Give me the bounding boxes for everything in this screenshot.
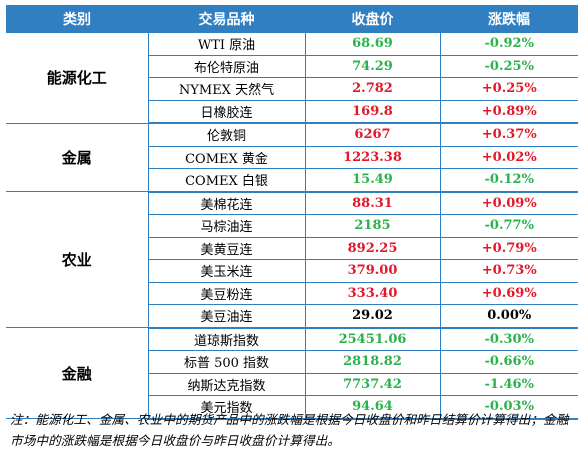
change-pct-cell: 0.00%: [439, 304, 578, 329]
category-cell: 金属: [6, 123, 148, 192]
header-category: 类别: [6, 5, 148, 33]
change-pct-cell: +0.25%: [439, 77, 578, 101]
table-row: 纳斯达克指数 7737.42 -1.46%: [6, 373, 578, 396]
product-name-cell: 标普 500 指数: [147, 350, 305, 374]
change-pct-cell: +0.89%: [439, 100, 578, 124]
product-name-cell: 马棕油连: [147, 214, 305, 238]
header-product: 交易品种: [148, 5, 305, 33]
table-row: 马棕油连 2185 -0.77%: [6, 214, 578, 238]
change-pct-cell: -0.30%: [439, 327, 578, 351]
category-cell: 能源化工: [6, 33, 148, 124]
table-row: 布伦特原油 74.29 -0.25%: [6, 55, 578, 78]
table-row: 美豆粉连 333.40 +0.69%: [6, 282, 578, 305]
product-name-cell: 布伦特原油: [147, 55, 305, 78]
change-pct-cell: +0.09%: [439, 191, 578, 215]
table-row: 日橡胶连 169.8 +0.89%: [6, 100, 578, 124]
product-name-cell: 美棉花连: [147, 191, 305, 215]
category-cell: 金融: [6, 327, 148, 419]
close-price-cell: 169.8: [304, 100, 440, 124]
close-price-cell: 2818.82: [304, 350, 440, 374]
table-row: 标普 500 指数 2818.82 -0.66%: [6, 350, 578, 374]
footnote: 注：能源化工、金属、农业中的期货产品中的涨跌幅是根据今日收盘价和昨日结算价计算得…: [10, 412, 569, 448]
change-pct-cell: +0.73%: [439, 259, 578, 283]
product-name-cell: 美豆油连: [147, 304, 305, 329]
close-price-cell: 2.782: [304, 77, 440, 101]
product-name-cell: 道琼斯指数: [147, 327, 305, 351]
product-name-cell: 纳斯达克指数: [147, 373, 305, 396]
close-price-cell: 333.40: [304, 282, 440, 305]
table-row: 美豆油连 29.02 0.00%: [6, 304, 578, 329]
table-row: NYMEX 天然气 2.782 +0.25%: [6, 77, 578, 101]
change-pct-cell: -0.25%: [439, 55, 578, 78]
close-price-cell: 68.69: [304, 33, 440, 56]
product-name-cell: 伦敦铜: [147, 123, 305, 147]
change-pct-cell: -0.66%: [439, 350, 578, 374]
header-change-pct: 涨跌幅: [440, 5, 578, 33]
category-cell: 农业: [6, 191, 148, 328]
close-price-cell: 7737.42: [304, 373, 440, 396]
market-quotes-table: 类别 交易品种 收盘价 涨跌幅 能源化工 WTI 原油 68.69 -0.92% 布伦特…: [6, 5, 578, 420]
product-name-cell: 美元指数: [147, 395, 305, 420]
change-pct-cell: +0.37%: [439, 123, 578, 147]
change-pct-cell: -0.92%: [439, 33, 578, 56]
close-price-cell: 2185: [304, 214, 440, 238]
change-pct-cell: +0.02%: [439, 146, 578, 169]
change-pct-cell: +0.79%: [439, 237, 578, 260]
close-price-cell: 94.64: [304, 395, 440, 420]
product-name-cell: 美黄豆连: [147, 237, 305, 260]
product-name-cell: 日橡胶连: [147, 100, 305, 124]
header-close-price: 收盘价: [305, 5, 440, 33]
change-pct-cell: +0.69%: [439, 282, 578, 305]
product-name-cell: COMEX 黄金: [147, 146, 305, 169]
close-price-cell: 25451.06: [304, 327, 440, 351]
table-row: COMEX 黄金 1223.38 +0.02%: [6, 146, 578, 169]
product-name-cell: COMEX 白银: [147, 168, 305, 193]
close-price-cell: 6267: [304, 123, 440, 147]
table-row: 美黄豆连 892.25 +0.79%: [6, 237, 578, 260]
change-pct-cell: -1.46%: [439, 373, 578, 396]
product-name-cell: NYMEX 天然气: [147, 77, 305, 101]
table-row: 能源化工 WTI 原油 68.69 -0.92%: [6, 33, 578, 124]
table-row: 美元指数 94.64 -0.03%: [6, 395, 578, 420]
change-pct-cell: -0.03%: [439, 395, 578, 420]
product-name-cell: 美豆粉连: [147, 282, 305, 305]
change-pct-cell: -0.77%: [439, 214, 578, 238]
table-row: 金融 道琼斯指数 25451.06 -0.30%: [6, 327, 578, 419]
close-price-cell: 892.25: [304, 237, 440, 260]
close-price-cell: 15.49: [304, 168, 440, 193]
product-name-cell: 美玉米连: [147, 259, 305, 283]
close-price-cell: 29.02: [304, 304, 440, 329]
close-price-cell: 88.31: [304, 191, 440, 215]
product-name-cell: WTI 原油: [147, 33, 305, 56]
table-row: 美玉米连 379.00 +0.73%: [6, 259, 578, 283]
table-header-row: 类别 交易品种 收盘价 涨跌幅: [6, 5, 578, 33]
close-price-cell: 379.00: [304, 259, 440, 283]
table-row: COMEX 白银 15.49 -0.12%: [6, 168, 578, 193]
table-body: 能源化工 WTI 原油 68.69 -0.92% 布伦特原油 74.29 -0.25% NYM…: [6, 33, 578, 420]
change-pct-cell: -0.12%: [439, 168, 578, 193]
table-row: 农业 美棉花连 88.31 +0.09%: [6, 191, 578, 328]
close-price-cell: 74.29: [304, 55, 440, 78]
close-price-cell: 1223.38: [304, 146, 440, 169]
table-row: 金属 伦敦铜 6267 +0.37%: [6, 123, 578, 192]
